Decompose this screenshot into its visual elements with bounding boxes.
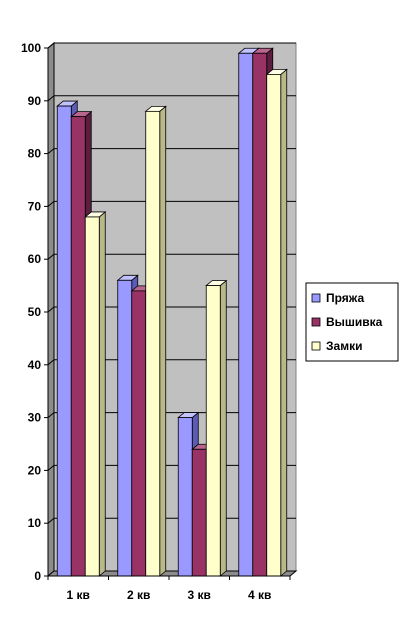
legend-box	[305, 282, 399, 362]
bar-front	[252, 52, 268, 577]
bar-side	[98, 211, 106, 577]
bar-front	[205, 285, 221, 577]
gridline-side	[47, 517, 55, 524]
bar-side	[280, 68, 288, 577]
x-tick-label: 1 кв	[67, 588, 90, 602]
gridline-side	[47, 306, 55, 313]
bar-front	[70, 116, 86, 577]
gridline-side	[47, 412, 55, 418]
y-axis: 0 10 20 30 40 50 60 70 80 90 100	[21, 41, 49, 583]
bar	[84, 211, 107, 577]
bar	[144, 105, 167, 577]
bar-side	[219, 279, 227, 577]
legend-label: Замки	[326, 339, 362, 353]
bar-front	[131, 290, 147, 577]
y-tick-label: 0	[34, 569, 41, 583]
y-tick-label: 30	[28, 411, 42, 425]
gridline-side	[47, 201, 55, 207]
gridline-side	[47, 95, 55, 102]
x-tick-label: 2 кв	[127, 588, 150, 602]
y-tick-label: 50	[28, 305, 42, 319]
y-tick-label: 80	[28, 147, 42, 161]
y-tick-label: 60	[28, 252, 42, 266]
gridline-side	[47, 42, 55, 49]
bar-front	[145, 110, 161, 577]
bar-front	[191, 448, 207, 577]
bar-front	[238, 52, 254, 577]
bar	[205, 279, 228, 577]
bar	[265, 68, 288, 577]
y-tick-label: 40	[28, 358, 42, 372]
y-tick-label: 100	[21, 41, 41, 55]
bar-front	[117, 279, 133, 577]
legend-swatch	[311, 341, 321, 351]
x-axis: 1 кв 2 кв 3 кв 4 кв	[47, 575, 291, 602]
y-tick-label: 20	[28, 463, 42, 477]
bar-front	[177, 417, 193, 577]
legend-swatch	[311, 317, 321, 327]
x-tick-label: 3 кв	[188, 588, 211, 602]
gridline-side	[47, 253, 55, 260]
legend-swatch	[311, 293, 321, 303]
legend-label: Вышивка	[326, 315, 383, 329]
bar-front	[56, 105, 72, 577]
legend-label: Пряжа	[326, 291, 364, 305]
legend-entry: Замки	[311, 339, 362, 353]
gridline-side	[47, 465, 55, 471]
legend-entry: Пряжа	[311, 291, 364, 305]
y-tick-label: 70	[28, 199, 42, 213]
gridline-side	[47, 148, 55, 154]
x-tick-label: 4 кв	[248, 588, 271, 602]
y-tick-label: 10	[28, 516, 42, 530]
gridline-side	[47, 359, 55, 366]
bar-front	[84, 216, 100, 577]
legend-entry: Вышивка	[311, 315, 383, 329]
legend: Пряжа Вышивка Замки	[305, 282, 399, 362]
bar-front	[266, 74, 282, 577]
bar-side	[159, 105, 167, 577]
y-tick-label: 90	[28, 94, 42, 108]
